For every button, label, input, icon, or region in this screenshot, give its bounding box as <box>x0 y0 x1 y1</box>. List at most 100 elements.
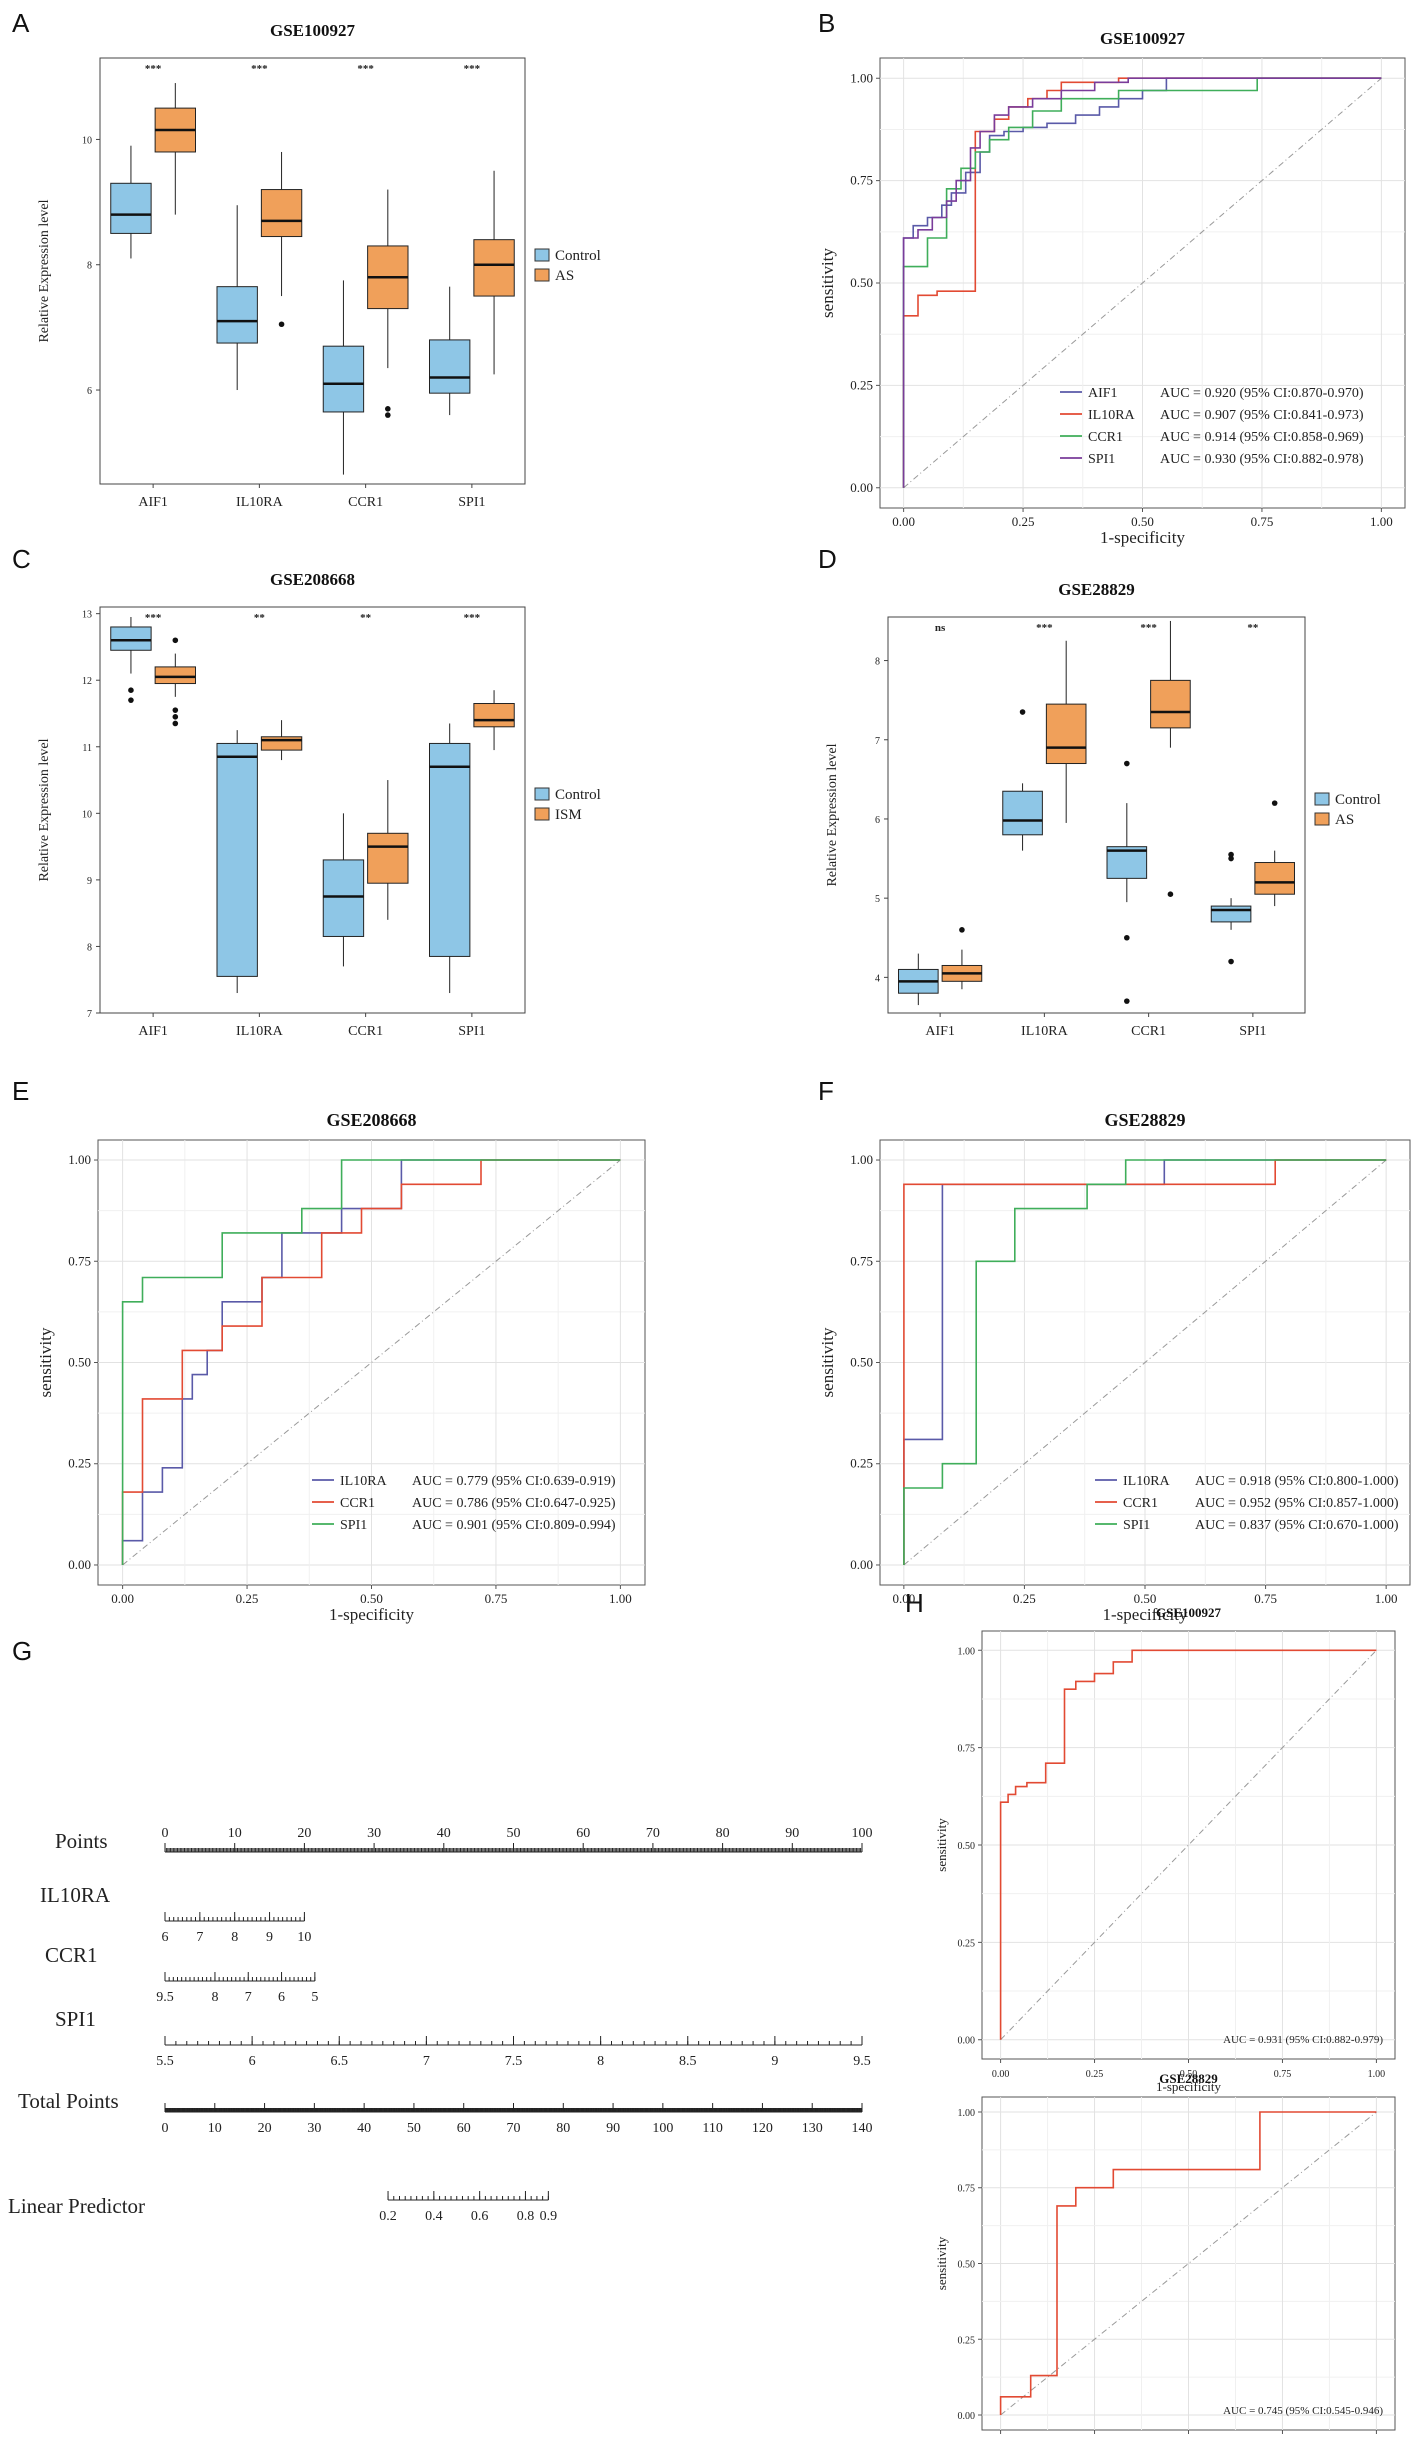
y-tick-label: 0.25 <box>850 1456 873 1471</box>
x-tick-label: 1.00 <box>1370 514 1393 529</box>
legend-swatch <box>1314 812 1330 826</box>
y-tick-label: 0.50 <box>850 275 873 290</box>
y-tick-label: 0.00 <box>958 2411 976 2422</box>
chart-title: GSE28829 <box>1104 1110 1185 1130</box>
outlier-point <box>1124 934 1130 941</box>
nomogram-tick-label: 80 <box>556 2121 570 2136</box>
outlier-point <box>172 637 179 644</box>
box-as <box>1254 862 1295 895</box>
box-as <box>1150 679 1191 729</box>
chart-title: GSE100927 <box>1156 1605 1222 1620</box>
reference-diagonal <box>1000 2111 1377 2416</box>
legend-series-name: CCR1 <box>1088 430 1123 445</box>
legend-label: ISM <box>555 807 582 823</box>
auc-label: AUC = 0.931 (95% CI:0.882-0.979) <box>1223 2034 1383 2046</box>
y-tick-label: 0.25 <box>958 2335 976 2346</box>
x-tick-label: 0.50 <box>1131 514 1154 529</box>
legend-swatch <box>534 268 550 282</box>
significance-mark: ** <box>254 612 266 624</box>
panel-label-e: E <box>12 1076 29 1106</box>
chart-title: GSE208668 <box>270 570 355 589</box>
outlier-point <box>278 321 285 328</box>
box-ism <box>473 703 515 728</box>
box-control <box>322 859 365 937</box>
category-label: AIF1 <box>925 1024 955 1039</box>
nomogram-tick-label: 110 <box>702 2121 722 2136</box>
panel-label-b: B <box>818 8 835 38</box>
y-tick-label: 0.75 <box>958 2184 976 2195</box>
box-as <box>1045 703 1087 765</box>
outlier-point <box>172 707 179 713</box>
y-tick-label: 10 <box>82 135 92 146</box>
chart-title: GSE100927 <box>1100 29 1186 48</box>
nomogram-row-label: Linear Predictor <box>8 2194 145 2218</box>
outlier-point <box>128 687 134 693</box>
x-tick-label: 0.75 <box>1274 2069 1292 2080</box>
y-tick-label: 13 <box>82 610 92 621</box>
boxplot-c: GSE208668 Relative Expression level 7 8 9 10 1… <box>37 570 601 1039</box>
y-axis-label: Relative Expression level <box>37 199 52 342</box>
roc-curve-ccr1 <box>902 77 1382 488</box>
box-control <box>216 742 258 977</box>
nomogram-tick-label: 40 <box>357 2121 371 2136</box>
category-label: CCR1 <box>348 1024 383 1039</box>
significance-mark: *** <box>464 612 481 624</box>
x-tick-label: 0.25 <box>236 1591 259 1606</box>
nomogram-tick-label: 120 <box>752 2121 773 2136</box>
category-label: SPI1 <box>458 495 485 510</box>
auc-label: AUC = 0.745 (95% CI:0.545-0.946) <box>1223 2405 1383 2417</box>
y-tick-label: 6 <box>875 815 880 826</box>
y-tick-label: 6 <box>87 386 92 397</box>
significance-mark: *** <box>1036 622 1053 634</box>
y-tick-label: 0.75 <box>68 1253 91 1268</box>
chart-title: GSE28829 <box>1159 2071 1218 2086</box>
nomogram-tick-label: 140 <box>852 2121 873 2136</box>
x-axis-label: 1-specificity <box>1100 528 1185 547</box>
nomogram-tick-label: 30 <box>307 2121 321 2136</box>
y-tick-label: 5 <box>875 894 880 905</box>
x-axis-label: 1-specificity <box>1156 2079 1221 2094</box>
significance-mark: ** <box>1247 622 1259 634</box>
outlier-point <box>128 697 134 703</box>
category-label: AIF1 <box>138 495 168 510</box>
roc-curve-spi1 <box>903 1159 1387 1565</box>
nomogram-tick-label: 0.4 <box>425 2209 443 2224</box>
roc-curve-spi1 <box>121 1159 621 1565</box>
y-tick-label: 0.75 <box>958 1744 976 1755</box>
y-axis-label: sensitivity <box>818 248 837 318</box>
box-control <box>322 345 365 413</box>
y-tick-label: 8 <box>875 657 880 668</box>
x-tick-label: 0.25 <box>1012 514 1035 529</box>
legend-series-name: IL10RA <box>1088 408 1136 423</box>
y-tick-label: 11 <box>82 743 92 754</box>
nomogram-tick-label: 5.5 <box>156 2054 174 2069</box>
x-tick-label: 1.00 <box>609 1591 632 1606</box>
boxplot-d: GSE28829 Relative Expression level 4 5 6 7 8 AI… <box>825 580 1381 1039</box>
x-tick-label: 0.75 <box>485 1591 508 1606</box>
legend-auc: AUC = 0.918 (95% CI:0.800-1.000) <box>1195 1474 1399 1489</box>
charts-layer: GSE100927 Relative Expression level 6 8 10 AI… <box>8 21 1411 2434</box>
legend-auc: AUC = 0.837 (95% CI:0.670-1.000) <box>1195 1518 1399 1533</box>
outlier-point <box>172 720 179 727</box>
nomogram-tick-label: 8 <box>597 2054 604 2069</box>
nomogram-tick-label: 6.5 <box>331 2054 349 2069</box>
roc-curve-nomogram <box>999 2111 1377 2415</box>
x-tick-label: 0.50 <box>1180 2069 1198 2080</box>
nomogram-row-label: SPI1 <box>55 2007 96 2031</box>
x-tick-label: 0.25 <box>1086 2069 1104 2080</box>
x-tick-label: 1.00 <box>1368 2069 1386 2080</box>
y-tick-label: 8 <box>87 261 92 272</box>
y-tick-label: 7 <box>875 736 880 747</box>
outlier-point <box>1019 709 1026 715</box>
y-tick-label: 0.00 <box>68 1557 91 1572</box>
outlier-point <box>959 927 965 933</box>
roc-h2: 0.00 0.00 0.25 0.25 0.50 0.50 0.75 0.75 1.00 1.00… <box>934 2071 1396 2434</box>
box-control <box>216 286 258 344</box>
y-tick-label: 0.50 <box>958 2260 976 2271</box>
nomogram-tick-label: 80 <box>716 1826 730 1841</box>
legend-auc: AUC = 0.952 (95% CI:0.857-1.000) <box>1195 1496 1399 1511</box>
nomogram-tick-label: 130 <box>802 2121 823 2136</box>
significance-mark: *** <box>145 63 162 75</box>
y-axis-label: Relative Expression level <box>37 738 52 881</box>
boxplot-a: GSE100927 Relative Expression level 6 8 10 AI… <box>37 21 601 510</box>
